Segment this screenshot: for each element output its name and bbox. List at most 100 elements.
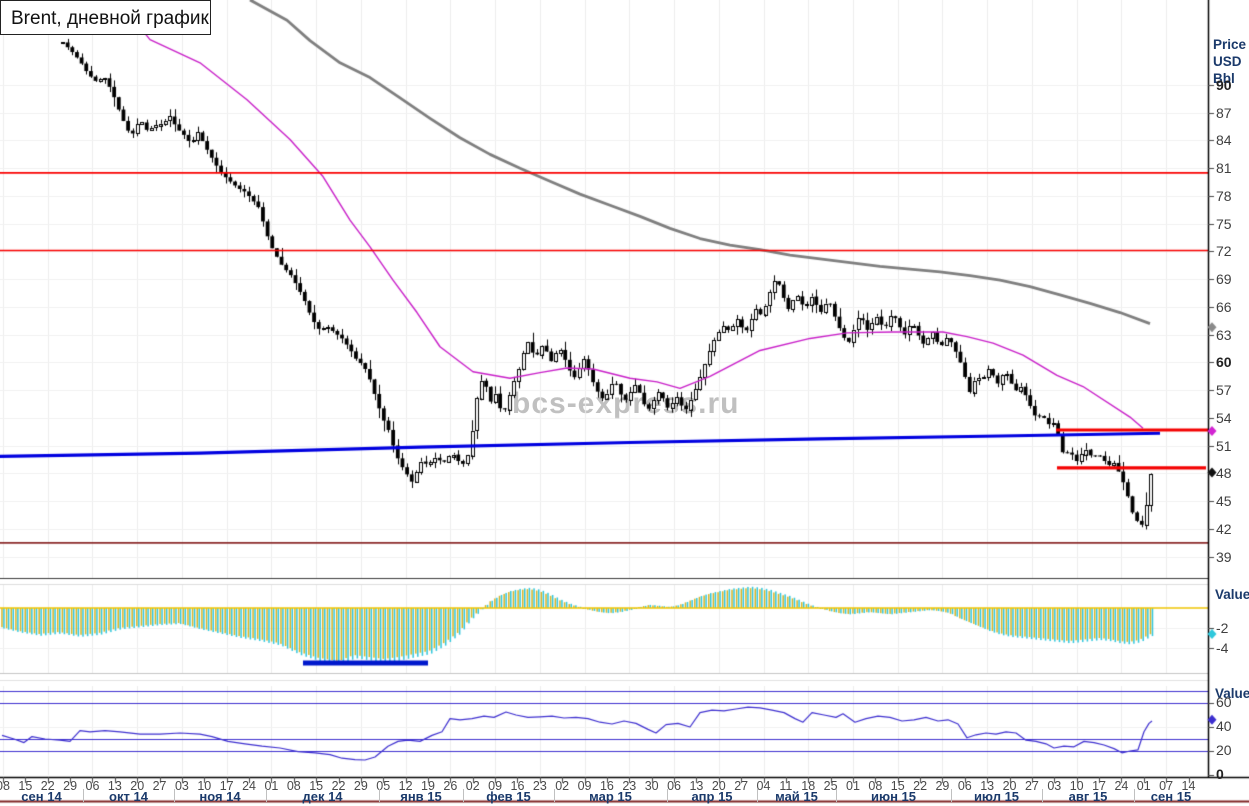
day-tick-label: 29 (63, 779, 78, 793)
day-tick-label: 17 (219, 779, 234, 793)
day-tick-label: 27 (152, 779, 167, 793)
price-tick-label: 45 (1216, 493, 1232, 510)
month-separator (757, 789, 758, 802)
day-tick-label: 13 (107, 779, 122, 793)
month-label: дек 14 (302, 789, 343, 804)
price-tick-label: 78 (1216, 187, 1232, 204)
price-axis-header: Price USD Bbl (1213, 36, 1246, 87)
day-tick-label: 20 (711, 779, 726, 793)
price-tick-label: 81 (1216, 160, 1232, 177)
day-tick-label: 07 (1159, 779, 1174, 793)
macd-tick-label: -4 (1216, 640, 1229, 656)
day-tick-label: 15 (890, 779, 905, 793)
price-tick-label: 39 (1216, 548, 1232, 565)
day-tick-label: 25 (823, 779, 838, 793)
day-tick-label: 08 (868, 779, 883, 793)
day-tick-label: 06 (667, 779, 681, 793)
day-tick-label: 27 (734, 779, 749, 793)
price-tick-label: 72 (1216, 243, 1232, 260)
day-tick-label: 01 (264, 779, 279, 793)
day-tick-label: 29 (935, 779, 950, 793)
macd-tick-label: -2 (1216, 620, 1229, 636)
day-tick-label: 30 (644, 779, 659, 793)
month-label: янв 15 (400, 789, 442, 804)
chart-title: Brent, дневной график (11, 8, 209, 29)
day-tick-label: 01 (846, 779, 860, 793)
day-tick-label: 22 (331, 779, 346, 793)
month-label: июл 15 (973, 789, 1020, 804)
price-tick-label: 90 (1216, 77, 1232, 93)
day-tick-label: 23 (622, 779, 637, 793)
price-tick-label: 69 (1216, 271, 1232, 288)
macd-axis-label: Value (1215, 587, 1249, 602)
day-tick-label: 10 (1069, 779, 1084, 793)
month-separator (174, 789, 175, 802)
rsi-tick-label: 20 (1216, 742, 1232, 758)
price-tick-label: 66 (1216, 298, 1232, 315)
day-tick-label: 18 (801, 779, 816, 793)
day-tick-label: 22 (40, 779, 55, 793)
month-label: авг 15 (1068, 789, 1108, 804)
day-tick-label: 02 (555, 779, 570, 793)
month-label: апр 15 (691, 789, 733, 804)
day-tick-label: 04 (756, 779, 771, 793)
month-label: сен 15 (1150, 789, 1192, 804)
day-tick-label: 08 (0, 779, 10, 793)
month-separator (83, 789, 84, 802)
rsi-axis-label: Value (1215, 686, 1249, 701)
month-separator (951, 789, 952, 802)
day-tick-label: 11 (779, 779, 793, 793)
day-tick-label: 09 (488, 779, 503, 793)
day-tick-label: 15 (18, 779, 33, 793)
day-tick-label: 26 (443, 779, 458, 793)
day-tick-label: 20 (1002, 779, 1017, 793)
price-tick-label: 48 (1216, 465, 1232, 482)
month-label: май 15 (775, 789, 818, 804)
month-label: сен 14 (21, 789, 62, 804)
day-tick-label: 06 (957, 779, 972, 793)
price-axis-header-line1: Price (1213, 37, 1247, 52)
day-tick-label: 03 (174, 779, 189, 793)
day-tick-label: 20 (130, 779, 145, 793)
rsi-tick-label: 40 (1216, 718, 1232, 734)
month-separator (836, 789, 837, 802)
price-tick-label: 87 (1216, 104, 1232, 121)
day-tick-label: 09 (577, 779, 592, 793)
day-tick-label: 15 (309, 779, 324, 793)
price-tick-label: 84 (1216, 132, 1232, 149)
month-separator (1042, 789, 1043, 802)
price-tick-label: 75 (1216, 215, 1232, 232)
day-tick-label: 16 (510, 779, 525, 793)
price-tick-label: 54 (1216, 409, 1232, 426)
day-tick-label: 24 (1114, 779, 1129, 793)
price-tick-label: 51 (1216, 437, 1232, 454)
month-label: окт 14 (109, 789, 148, 804)
day-tick-label: 01 (1136, 779, 1151, 793)
price-tick-label: 57 (1216, 382, 1232, 399)
price-axis-header-line2: USD (1213, 54, 1242, 69)
day-tick-label: 23 (532, 779, 547, 793)
day-tick-label: 12 (398, 779, 413, 793)
month-separator (266, 789, 267, 802)
day-tick-label: 08 (286, 779, 301, 793)
month-separator (463, 789, 464, 802)
day-tick-label: 10 (197, 779, 212, 793)
chart-title-box: Brent, дневной график (0, 0, 211, 35)
day-tick-label: 19 (421, 779, 435, 793)
month-label: ноя 14 (199, 789, 241, 804)
month-label: июн 15 (870, 789, 917, 804)
month-separator (1134, 789, 1135, 802)
rsi-tick-label: 0 (1216, 766, 1224, 782)
day-tick-label: 24 (242, 779, 256, 793)
month-separator (379, 789, 380, 802)
day-tick-label: 27 (1024, 779, 1039, 793)
day-tick-label: 22 (913, 779, 928, 793)
day-tick-label: 17 (1092, 779, 1106, 793)
day-tick-label: 16 (599, 779, 614, 793)
month-label: фев 15 (486, 789, 531, 804)
day-tick-label: 13 (980, 779, 995, 793)
month-label: мар 15 (589, 789, 632, 804)
rsi-tick-label: 60 (1216, 694, 1232, 710)
